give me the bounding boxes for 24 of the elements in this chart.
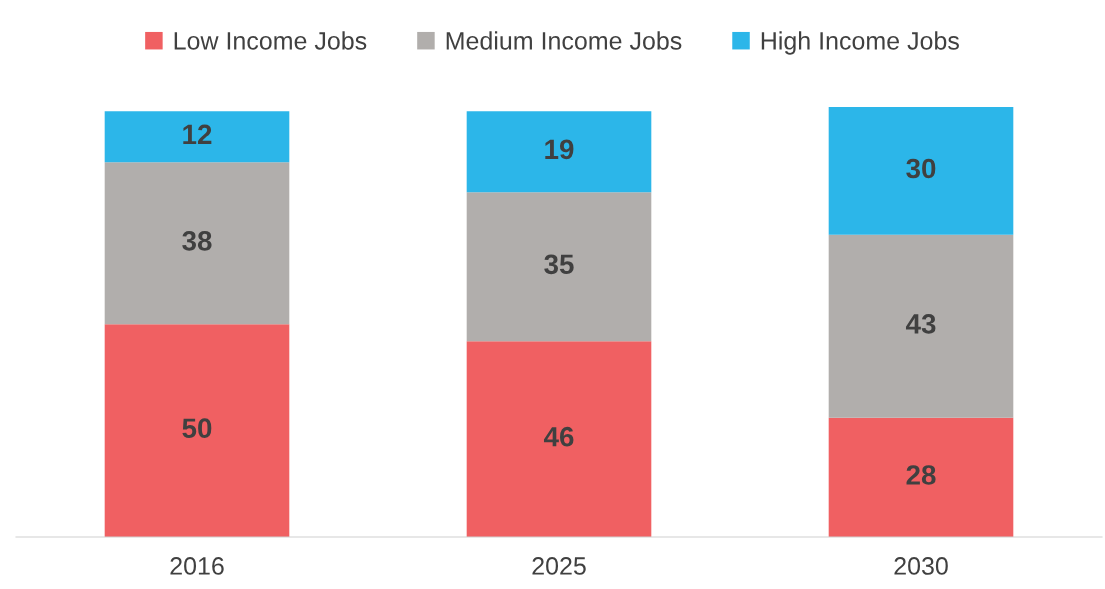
legend-label: Low Income Jobs bbox=[174, 31, 367, 50]
data-label: 46 bbox=[543, 426, 574, 447]
bar bbox=[828, 234, 1014, 418]
data-label: 19 bbox=[545, 139, 574, 160]
data-label: 28 bbox=[906, 465, 936, 485]
bar bbox=[104, 111, 290, 163]
data-label: 43 bbox=[905, 314, 936, 334]
legend-label: Medium Income Jobs bbox=[446, 31, 682, 50]
bar bbox=[828, 417, 1014, 537]
bar bbox=[104, 324, 290, 537]
bar bbox=[104, 162, 290, 325]
bar bbox=[466, 341, 652, 537]
data-label: 30 bbox=[906, 158, 936, 179]
data-label: 38 bbox=[182, 231, 212, 251]
bar bbox=[466, 111, 652, 193]
data-label: 35 bbox=[544, 254, 574, 275]
x-tick-label: 2025 bbox=[532, 557, 586, 575]
bar bbox=[828, 107, 1014, 235]
bar bbox=[466, 192, 652, 342]
x-tick-label: 2030 bbox=[894, 557, 948, 575]
x-tick-label: 2016 bbox=[170, 557, 224, 575]
data-label: 12 bbox=[183, 124, 212, 144]
legend-label: High Income Jobs bbox=[761, 31, 959, 55]
data-label: 50 bbox=[182, 418, 212, 439]
